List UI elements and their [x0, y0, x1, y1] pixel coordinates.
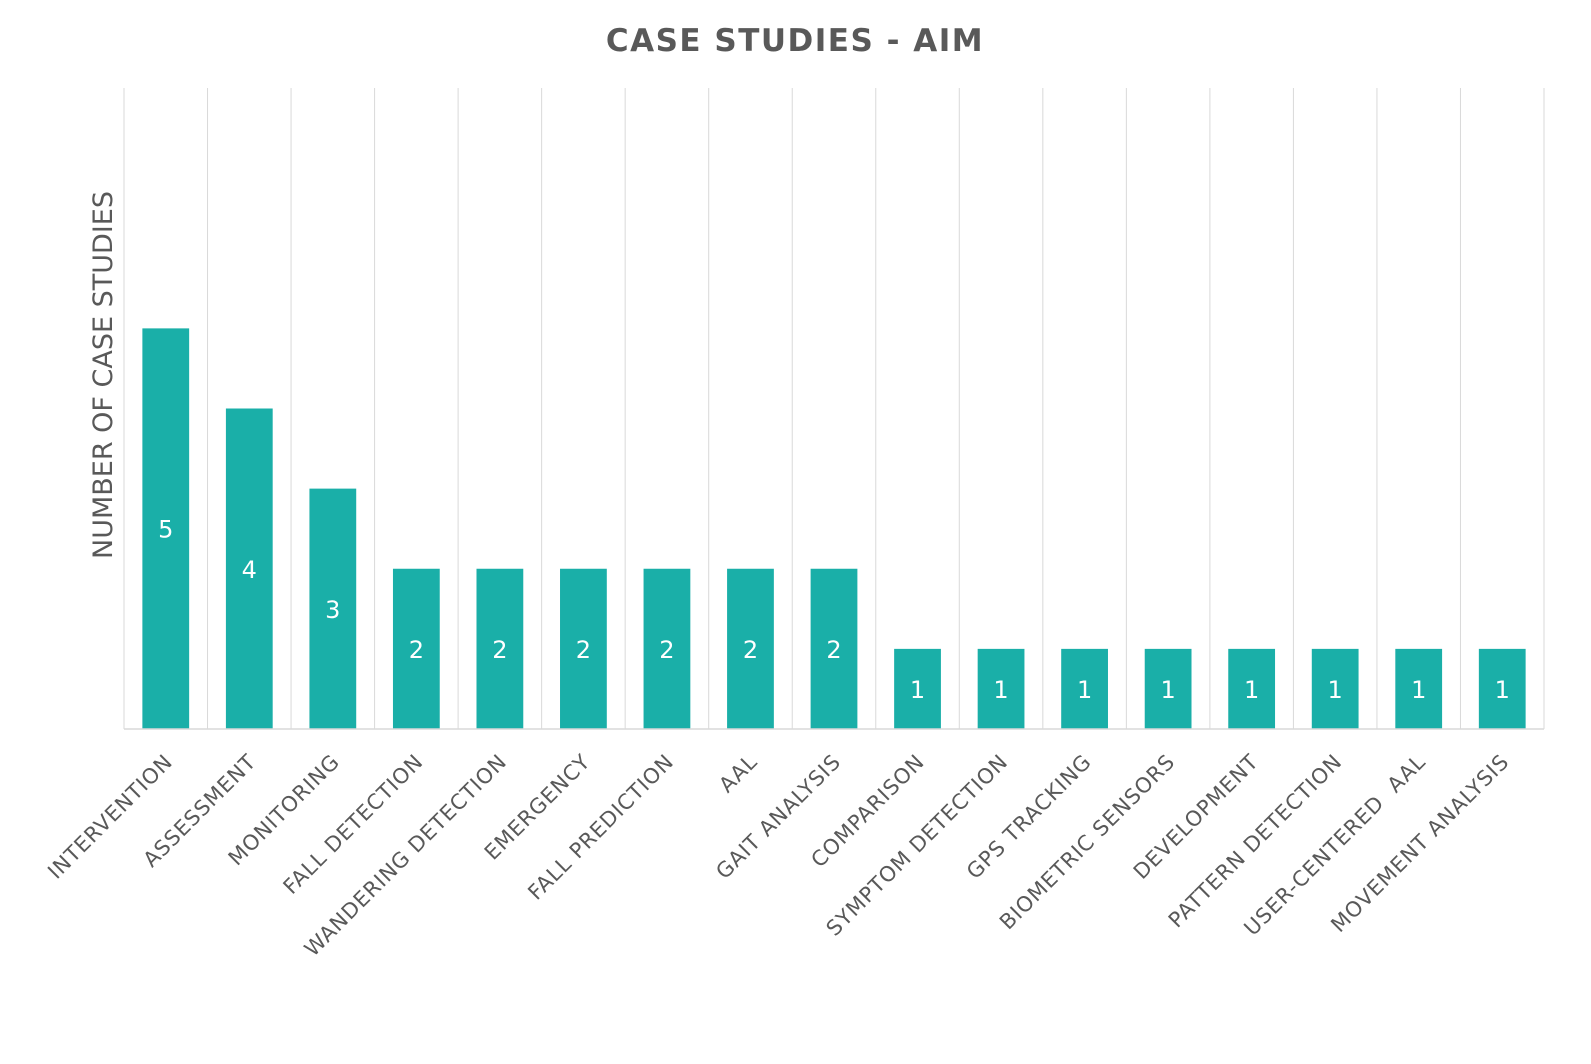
x-tick-label: MOVEMENT ANALYSIS: [1326, 750, 1513, 937]
data-label: 1: [1160, 676, 1175, 704]
bar: [560, 568, 607, 729]
data-label: 1: [1328, 676, 1343, 704]
bar: [643, 568, 691, 729]
bar: [1311, 648, 1359, 729]
data-label: 5: [158, 516, 173, 544]
y-axis-label: NUMBER OF CASE STUDIES: [88, 191, 119, 559]
x-tick-label: FALL PREDICTION: [523, 750, 678, 905]
data-label: 1: [910, 676, 925, 704]
bars: [142, 328, 1526, 729]
bar: [977, 648, 1025, 729]
bar: [1061, 648, 1108, 729]
data-label: 1: [993, 676, 1008, 704]
data-label: 2: [743, 636, 758, 664]
data-label: 4: [242, 556, 257, 584]
x-tick-label: BIOMETRIC SENSORS: [995, 750, 1180, 935]
data-label: 2: [409, 636, 424, 664]
data-label: 2: [826, 636, 841, 664]
data-label: 1: [1411, 676, 1426, 704]
data-label: 1: [1077, 676, 1092, 704]
data-label: 3: [325, 596, 340, 624]
bar: [894, 648, 941, 729]
data-label: 2: [659, 636, 674, 664]
x-tick-label: PATTERN DETECTION: [1164, 750, 1347, 933]
bar: [1395, 648, 1443, 729]
bar: [727, 568, 774, 729]
bar: [476, 568, 524, 729]
bar: [1144, 648, 1192, 729]
bar: [309, 488, 357, 729]
bar: [810, 568, 858, 729]
bar: [392, 568, 440, 729]
bar: [1228, 648, 1276, 729]
data-label: 1: [1495, 676, 1510, 704]
x-tick-label: FALL DETECTION: [279, 750, 428, 899]
data-labels: 5 4 3 2 2 2 2 2 2 1 1 1 1 1 1 1 1: [158, 516, 1510, 704]
gridlines: [123, 88, 1545, 729]
data-label: 2: [492, 636, 507, 664]
bar: [142, 328, 190, 729]
chart-title: CASE STUDIES - AIM: [606, 23, 984, 59]
data-label: 2: [576, 636, 591, 664]
data-label: 1: [1244, 676, 1259, 704]
x-tick-label: AAL: [714, 750, 762, 798]
bar: [1478, 648, 1526, 729]
bar: [225, 408, 273, 729]
